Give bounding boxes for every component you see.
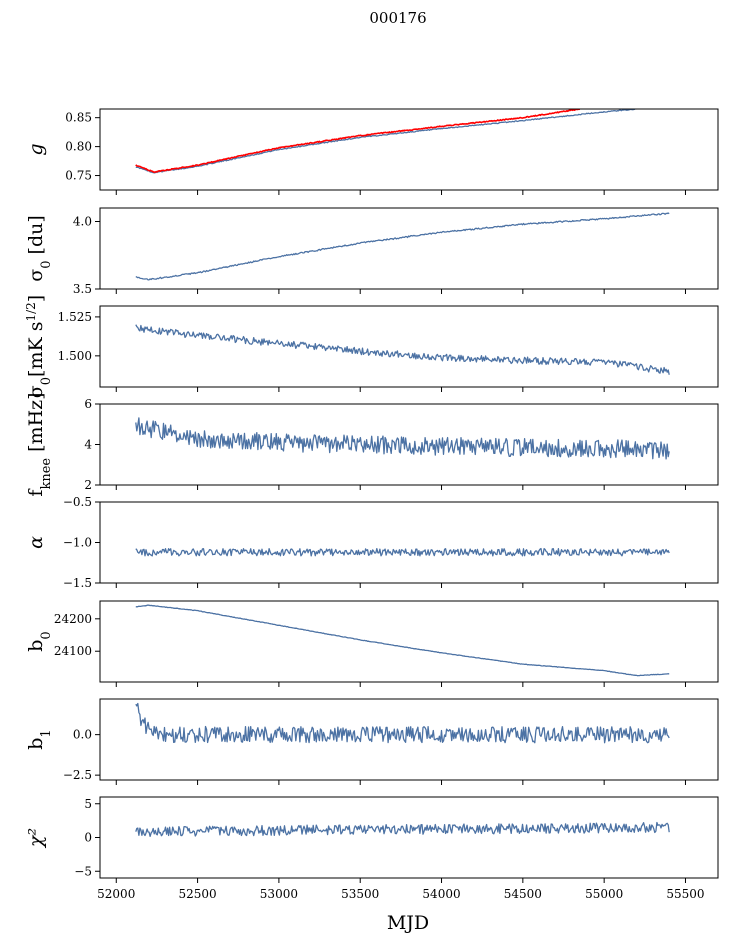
panel-g: 0.75 0.80 0.85 g <box>25 108 719 195</box>
panel-sigma0_du: 3.5 4.0 σ0 [du] <box>25 207 719 296</box>
ytick-label: 0.75 <box>65 169 92 183</box>
ytick-label: −5 <box>74 864 92 878</box>
xtick-label: 52000 <box>97 887 135 901</box>
ytick-label: 5 <box>84 797 92 811</box>
xtick-label: 53500 <box>341 887 379 901</box>
series-line-sigma0_du-0 <box>135 212 670 281</box>
ytick-label: −1.5 <box>63 576 92 590</box>
ylabel-chi2: χ² <box>25 828 47 849</box>
ytick-label: 1.525 <box>58 310 92 324</box>
panel-sigma0_mK: 1.500 1.525 σ0[mK s1/2] <box>24 295 719 398</box>
ytick-label: −2.5 <box>63 768 92 782</box>
series-line-b0-0 <box>135 604 670 677</box>
xtick-label: 54500 <box>504 887 542 901</box>
xtick-label: 53000 <box>260 887 298 901</box>
ytick-label: 1.500 <box>58 349 92 363</box>
series-line-g-1 <box>135 109 581 173</box>
ytick-label: −0.5 <box>63 495 92 509</box>
panel-b1: −2.5 0.0 b1 <box>25 698 719 785</box>
ytick-label: 0 <box>84 831 92 845</box>
panel-chi2: −5 0 5 χ² <box>25 796 719 883</box>
series-line-g-0 <box>135 109 637 174</box>
ytick-label: 6 <box>84 397 92 411</box>
xtick-label: 55000 <box>585 887 623 901</box>
x-axis-label: MJD <box>387 912 429 934</box>
ylabel-sigma0_mK: σ0[mK s1/2] <box>24 295 54 398</box>
xtick-label: 55500 <box>666 887 704 901</box>
ytick-label: 0.85 <box>65 111 92 125</box>
series-line-chi2-0 <box>135 821 670 838</box>
plot-frame-b0 <box>99 600 719 683</box>
plot-frame-g <box>99 108 719 191</box>
ylabel-fknee: fknee [mHz] <box>25 392 54 496</box>
ylabel-alpha: α <box>25 536 47 549</box>
plot-frame-sigma0_du <box>99 207 719 290</box>
xtick-label: 52500 <box>178 887 216 901</box>
series-line-alpha-0 <box>135 547 670 557</box>
ytick-label: 0.80 <box>65 140 92 154</box>
plot-frame-chi2 <box>99 796 719 879</box>
panel-fknee: 2 4 6 fknee [mHz] <box>25 392 719 497</box>
ytick-label: 3.5 <box>73 282 92 296</box>
plot-frame-sigma0_mK <box>99 305 719 388</box>
ytick-label: 4.0 <box>73 215 92 229</box>
ytick-label: 0.0 <box>73 728 92 742</box>
series-line-sigma0_mK-0 <box>135 324 670 375</box>
ytick-label: 4 <box>84 438 92 452</box>
ylabel-b0: b0 <box>25 631 54 651</box>
shared-x-axis: 52000 52500 53000 53500 54000 54500 55000 55500 <box>97 887 704 901</box>
xtick-label: 54000 <box>422 887 460 901</box>
plot-frame-b1 <box>99 698 719 781</box>
ylabel-b1: b1 <box>25 729 54 749</box>
ylabel-g: g <box>25 143 47 155</box>
ylabel-sigma0_du: σ0 [du] <box>25 215 54 282</box>
series-line-fknee-0 <box>135 417 670 460</box>
panels: 0.75 0.80 0.85 g 3.5 4.0 σ0 [du] 1.500 1.525 σ0[m… <box>24 108 719 883</box>
ytick-label: 24100 <box>54 644 92 658</box>
ytick-label: 24200 <box>54 612 92 626</box>
ytick-label: −1.0 <box>63 536 92 550</box>
plot-frame-alpha <box>99 501 719 584</box>
series-line-b1-0 <box>135 702 670 744</box>
ytick-label: 2 <box>84 478 92 492</box>
figure-title: 000176 <box>369 9 426 27</box>
panel-alpha: −1.5 −1.0 −0.5 α <box>25 495 719 590</box>
